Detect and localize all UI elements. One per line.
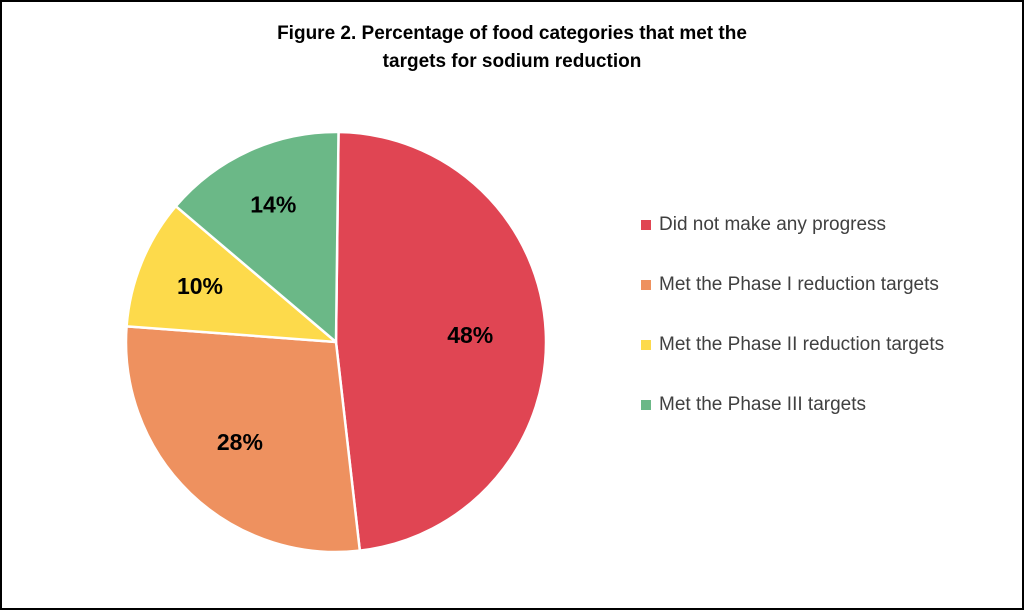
legend-label: Met the Phase II reduction targets [659,334,945,355]
chart-title: Figure 2. Percentage of food categories … [2,20,1022,76]
pie-data-label: 48% [447,322,493,348]
legend-label: Met the Phase III targets [659,394,866,415]
legend-swatch [641,400,651,410]
pie-data-label: 10% [177,273,223,299]
legend-item-no-progress: Did not make any progress [641,210,944,240]
legend-label: Met the Phase I reduction targets [659,274,939,295]
chart-legend: Did not make any progress Met the Phase … [641,210,944,450]
legend-label: Did not make any progress [659,214,887,235]
chart-title-line-2: targets for sodium reduction [382,51,642,72]
pie-slice [125,204,338,344]
legend-swatch [641,280,651,290]
pie-slice [124,325,362,554]
pie-slice [334,130,548,552]
chart-title-line-1: Figure 2. Percentage of food categories … [277,23,747,44]
pie-data-label: 28% [217,429,263,455]
legend-item-phase-2: Met the Phase II reduction targets [641,330,944,360]
legend-item-phase-3: Met the Phase III targets [641,390,944,420]
legend-item-phase-1: Met the Phase I reduction targets [641,270,944,300]
pie-slice [174,130,340,344]
legend-swatch [641,220,651,230]
legend-swatch [641,340,651,350]
pie-data-label: 14% [250,191,296,217]
